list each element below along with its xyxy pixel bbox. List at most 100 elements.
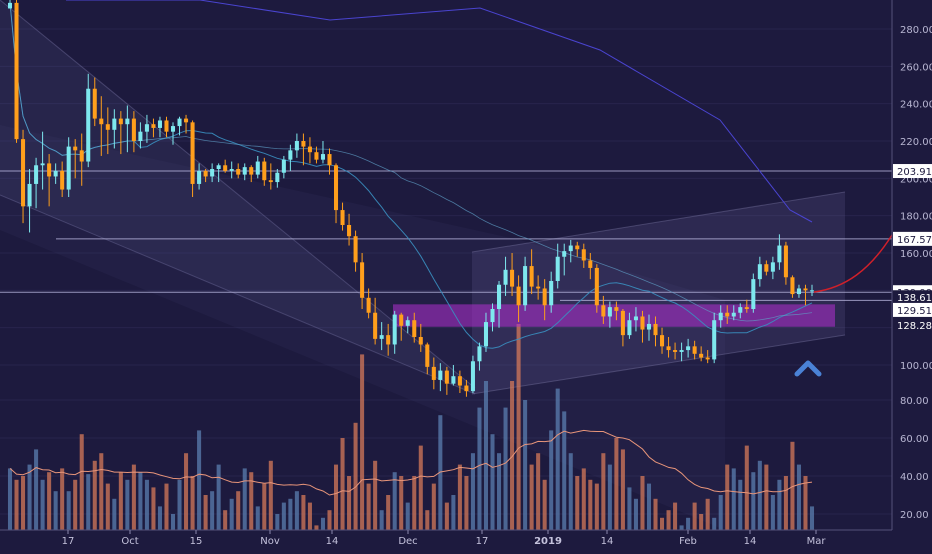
candle-body [601, 305, 606, 317]
candle-body [614, 307, 619, 311]
volume-bar [379, 510, 384, 530]
volume-bar [796, 464, 801, 530]
projection-curve [813, 234, 893, 293]
volume-bar [216, 464, 221, 530]
candle-body [718, 312, 723, 321]
price-tag-bg [893, 302, 932, 317]
candle-body [809, 290, 815, 292]
volume-bar [457, 464, 462, 530]
candle-body [301, 141, 306, 147]
volume-bar [327, 510, 332, 530]
candle-body [470, 361, 475, 392]
volume-bar [562, 411, 567, 530]
volume-bar [373, 460, 378, 530]
candle-body [144, 124, 149, 132]
volume-bar [790, 441, 795, 530]
volume-bar [125, 479, 130, 530]
volume-bar [262, 483, 267, 530]
candle-body [686, 346, 691, 351]
volume-bar [34, 449, 39, 530]
candle-body [712, 320, 717, 360]
candle-body [392, 314, 397, 345]
channel-edge [471, 334, 846, 395]
volume-bar [516, 324, 521, 530]
volume-bar [236, 491, 241, 530]
candle-body [118, 118, 123, 125]
candle-body [744, 307, 749, 310]
candle-body [157, 120, 162, 128]
volume-bar [333, 464, 339, 530]
volume-bar [712, 517, 717, 530]
candle-body [131, 118, 136, 142]
volume-bar [581, 468, 586, 530]
candle-body [34, 165, 39, 184]
candle-body [438, 370, 443, 380]
volume-bar [633, 498, 638, 530]
price-tag-label: 203.91 [897, 167, 932, 178]
volume-bar [627, 487, 632, 530]
volume-bar [347, 476, 352, 530]
candle-body [477, 346, 482, 362]
candle-body [581, 249, 586, 261]
time-axis: 17 Oct 15 Nov 14 Dec 17 2019 14 Feb 14 Mar [0, 529, 892, 547]
candle-body [203, 170, 208, 177]
volume-bar [190, 476, 195, 530]
volume-bar [203, 495, 208, 530]
candle-body [796, 288, 801, 295]
y-tick-label: 100.00 [900, 361, 932, 372]
candle-body [731, 312, 736, 317]
price-tag-label: 167.57 [897, 235, 932, 246]
volume-bars [7, 324, 815, 530]
candle-body [86, 88, 91, 162]
volume-bar [399, 476, 404, 530]
volume-bar [692, 502, 697, 530]
candle-body [288, 150, 293, 160]
volume-bar [353, 422, 358, 530]
price-tag-bg [893, 231, 932, 246]
candle-body [66, 146, 71, 190]
volume-bar [360, 354, 365, 530]
volume-bar [412, 476, 417, 530]
volume-bar [255, 506, 260, 530]
candle-body [14, 2, 19, 140]
volume-bar [653, 498, 658, 530]
candle-body [666, 346, 671, 351]
volume-bar [809, 506, 815, 530]
volume-bar [725, 464, 730, 530]
candle-body [242, 167, 247, 175]
descending-channel [0, 0, 475, 394]
candle-body [594, 267, 599, 306]
candle-body [783, 245, 788, 278]
volume-bar [184, 453, 189, 530]
moving-average-fast [9, 2, 813, 349]
candle-body [653, 323, 658, 336]
volume-bar [131, 464, 136, 530]
candle-body [751, 279, 756, 310]
candle-body [516, 286, 521, 306]
volume-bar [112, 498, 117, 530]
candle-body [699, 353, 704, 358]
candle-body [523, 266, 528, 306]
y-tick-label: 40.00 [900, 472, 929, 483]
volume-bar [640, 476, 645, 530]
candle-body [92, 88, 97, 119]
y-tick-label: 20.00 [900, 510, 929, 521]
volume-bar [438, 415, 443, 530]
candle-body [588, 260, 593, 268]
candle-body [47, 163, 52, 177]
candle-body [562, 251, 567, 257]
candle-body [607, 307, 612, 317]
volume-bar [757, 460, 762, 530]
channel-edge [471, 191, 846, 253]
volume-bar [686, 517, 691, 530]
candle-body [503, 269, 508, 285]
candle-body [673, 350, 678, 352]
y-tick-label: 260.00 [900, 62, 932, 73]
candle-body [660, 335, 665, 347]
volume-bar [568, 453, 573, 530]
candles[interactable] [7, 0, 815, 397]
volume-bar [314, 525, 319, 530]
volume-bar [66, 491, 71, 530]
